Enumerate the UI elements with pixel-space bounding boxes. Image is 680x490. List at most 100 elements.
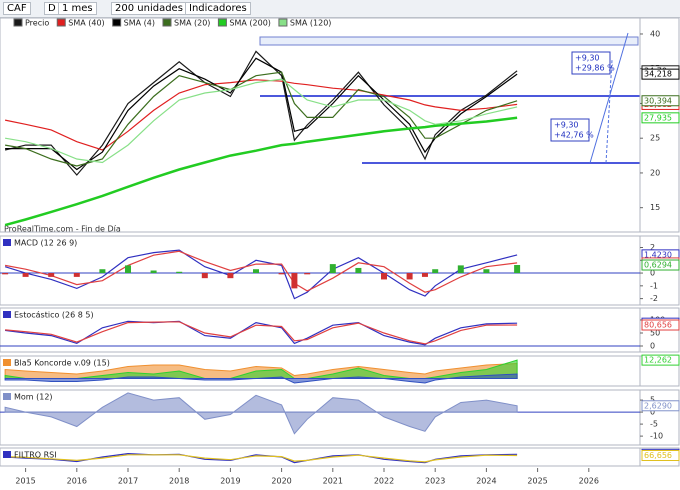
indicator-line — [4, 249, 518, 300]
y-tick-label: 5 — [650, 396, 655, 405]
histogram-bar — [514, 265, 521, 274]
histogram-bar — [432, 269, 439, 274]
x-tick-label: 2017 — [118, 477, 138, 486]
legend-label: SMA (200) — [229, 19, 271, 28]
symbol[interactable]: CAF — [3, 2, 31, 15]
panel — [0, 389, 680, 446]
indicator-area — [4, 373, 518, 384]
y-tick-label: -10 — [650, 432, 663, 441]
x-tick-label: 2018 — [169, 477, 189, 486]
annotation: +9,30 — [575, 54, 600, 63]
indicators[interactable]: Indicadores — [185, 2, 251, 15]
panel-swatch — [3, 451, 11, 458]
panel — [0, 355, 680, 387]
projection-line — [605, 59, 613, 164]
value-tag-label: 80,656 — [644, 321, 672, 330]
toolbar: CAF D 1 mes 200 unidades Indicadores — [0, 0, 680, 18]
x-tick-label: 2026 — [579, 477, 599, 486]
value-tag — [641, 112, 680, 124]
panel-swatch — [3, 311, 11, 318]
histogram-bar — [125, 265, 131, 274]
y-tick-label: 20 — [650, 168, 660, 177]
indicator-line — [5, 321, 518, 345]
value-tag — [641, 450, 680, 462]
panel — [0, 17, 680, 233]
y-tick-label: 0 — [650, 269, 655, 278]
histogram-bar — [381, 273, 387, 280]
y-tick-label: 15 — [650, 203, 660, 212]
legend-swatch — [56, 18, 66, 27]
y-tick-label: 40 — [650, 29, 660, 38]
legend-swatch — [162, 18, 172, 27]
histogram-bar — [304, 273, 311, 275]
legend-swatch — [112, 18, 122, 27]
annotation: +9,30 — [554, 121, 579, 130]
histogram-bar — [201, 273, 208, 279]
legend-swatch — [278, 18, 288, 27]
histogram-bar — [2, 273, 9, 275]
y-tick-label: 2 — [650, 243, 655, 252]
legend-label: SMA (40) — [68, 19, 104, 28]
indicator-line — [5, 320, 518, 346]
y-tick-label: -2 — [650, 294, 658, 303]
histogram-bar — [483, 269, 490, 274]
period-code[interactable]: D — [44, 2, 60, 15]
panel-title: MACD (12 26 9) — [14, 239, 77, 248]
units[interactable]: 200 unidades — [111, 2, 187, 15]
y-tick-label: -1 — [650, 281, 658, 290]
price-line — [4, 50, 518, 176]
y-tick-label: 50 — [650, 328, 660, 337]
panel-title: Estocástico (26 8 5) — [14, 311, 94, 320]
y-tick-label: 25 — [650, 134, 660, 143]
panel-title: FILTRO RSI — [14, 451, 57, 460]
y-tick-label: -5 — [650, 420, 658, 429]
value-tag — [641, 259, 680, 271]
period[interactable]: 1 mes — [58, 2, 97, 15]
panel-swatch — [3, 359, 11, 366]
x-tick-label: 2023 — [425, 477, 445, 486]
legend-label: SMA (4) — [124, 19, 155, 28]
histogram-bar — [457, 265, 464, 274]
price-line — [4, 78, 518, 164]
panel-title: Mom (12) — [14, 393, 53, 402]
x-tick-label: 2021 — [323, 477, 343, 486]
histogram-bar — [355, 267, 362, 274]
value-tag — [641, 400, 680, 412]
x-tick-label: 2024 — [476, 477, 496, 486]
panel-swatch — [3, 239, 11, 246]
indicator-line — [5, 452, 518, 464]
price-line — [4, 71, 518, 167]
x-tick-label: 2015 — [15, 477, 35, 486]
value-tag-label: 12,262 — [644, 356, 672, 365]
legend-label: SMA (120) — [290, 19, 332, 28]
histogram-bar — [150, 270, 157, 274]
histogram-bar — [406, 273, 413, 280]
x-tick-label: 2025 — [527, 477, 547, 486]
histogram-bar — [329, 264, 336, 274]
value-tag-label: 1,4230 — [644, 250, 672, 259]
legend-swatch — [13, 18, 23, 27]
histogram-bar — [22, 273, 29, 277]
panel-swatch — [3, 393, 11, 400]
zone-box — [259, 36, 639, 46]
indicator-area — [4, 392, 518, 435]
histogram-bar — [176, 271, 183, 274]
value-tag-label: 34,218 — [644, 70, 672, 79]
legend-label: SMA (20) — [174, 19, 210, 28]
value-tag-label: 27,935 — [644, 113, 672, 122]
histogram-bar — [421, 273, 428, 277]
histogram-bar — [48, 273, 55, 277]
histogram-bar — [99, 269, 106, 274]
annotation: +29,86 % — [575, 64, 615, 73]
panel — [0, 307, 680, 353]
value-tag — [641, 68, 680, 80]
value-tag — [641, 95, 680, 107]
histogram-bar — [278, 273, 285, 275]
legend-label: Precio — [25, 19, 49, 28]
indicator-line — [4, 250, 518, 293]
value-tag-label: 66,656 — [644, 451, 672, 460]
value-tag-label: 30,394 — [644, 96, 672, 105]
histogram-bar — [291, 273, 298, 289]
value-tag-label: 0,6294 — [644, 261, 672, 270]
